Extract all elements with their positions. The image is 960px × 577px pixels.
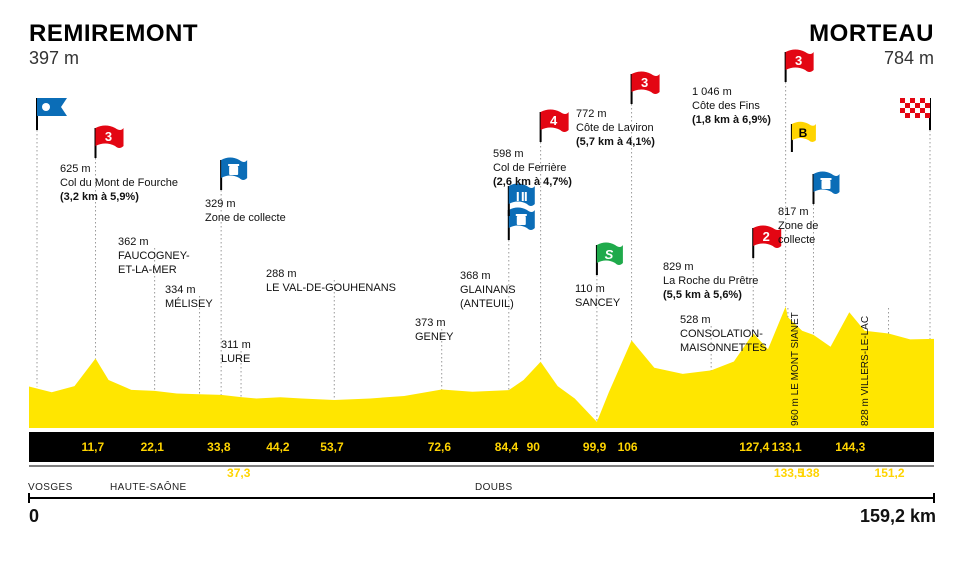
km-start: 0 bbox=[29, 506, 39, 527]
distance-tick: 11,7 bbox=[82, 440, 105, 454]
stage-profile-chart: REMIREMONT 397 m MORTEAU 784 m 34S323B 1… bbox=[0, 0, 960, 577]
distance-tick: 84,4 bbox=[495, 440, 518, 454]
town-label: 373 mGENEY bbox=[415, 317, 454, 345]
distance-tick: 144,3 bbox=[835, 440, 865, 454]
town-label: 288 mLE VAL-DE-GOUHENANS bbox=[266, 268, 396, 296]
distance-tick: 127,4 bbox=[739, 440, 769, 454]
vertical-label: 960 m LE MONT SIANET bbox=[790, 296, 801, 426]
svg-text:4: 4 bbox=[550, 113, 558, 128]
feed-label: 368 mGLAINANS(ANTEUIL) bbox=[460, 270, 516, 311]
climb-label: 829 mLa Roche du Prêtre(5,5 km à 5,6%) bbox=[663, 261, 758, 302]
climb-label: 1 046 mCôte des Fins(1,8 km à 6,9%) bbox=[692, 86, 771, 127]
town-label: 334 mMÉLISEY bbox=[165, 284, 213, 312]
climb-label: 598 mCol de Ferrière(2,6 km à 4,7%) bbox=[493, 148, 572, 189]
distance-tick: 90 bbox=[527, 440, 540, 454]
distance-tick: 53,7 bbox=[320, 440, 343, 454]
town-label: 362 mFAUCOGNEY-ET-LA-MER bbox=[118, 236, 190, 277]
distance-tick: 138 bbox=[799, 466, 819, 480]
distance-tick: 151,2 bbox=[875, 466, 905, 480]
distance-tick: 106 bbox=[618, 440, 638, 454]
climb-label: 772 mCôte de Laviron(5,7 km à 4,1%) bbox=[576, 108, 655, 149]
region-label: HAUTE-SAÔNE bbox=[110, 482, 187, 493]
distance-tick: 133,1 bbox=[772, 440, 802, 454]
vertical-label: 828 m VILLERS-LE-LAC bbox=[860, 296, 871, 426]
distance-tick: 22,1 bbox=[141, 440, 164, 454]
town-label: 311 mLURE bbox=[221, 339, 251, 367]
svg-text:2: 2 bbox=[763, 229, 770, 244]
svg-text:B: B bbox=[799, 126, 808, 140]
svg-text:S: S bbox=[605, 247, 614, 262]
climb-label: 625 mCol du Mont de Fourche(3,2 km à 5,9… bbox=[60, 163, 178, 204]
distance-tick: 37,3 bbox=[227, 466, 250, 480]
region-label: DOUBS bbox=[475, 482, 513, 493]
svg-text:3: 3 bbox=[641, 75, 648, 90]
distance-tick: 99,9 bbox=[583, 440, 606, 454]
svg-text:3: 3 bbox=[105, 129, 112, 144]
distance-tick: 44,2 bbox=[266, 440, 289, 454]
sprint-label: 110 mSANCEY bbox=[575, 283, 620, 311]
region-label: VOSGES bbox=[28, 482, 73, 493]
distance-tick: 72,6 bbox=[428, 440, 451, 454]
distance-tick: 33,8 bbox=[207, 440, 230, 454]
km-end: 159,2 km bbox=[860, 506, 936, 527]
town-label: 528 mCONSOLATION-MAISONNETTES bbox=[680, 314, 767, 355]
svg-text:3: 3 bbox=[795, 53, 802, 68]
zone-label: 329 mZone de collecte bbox=[205, 198, 286, 226]
zone-label: 817 mZone decollecte bbox=[778, 206, 818, 247]
